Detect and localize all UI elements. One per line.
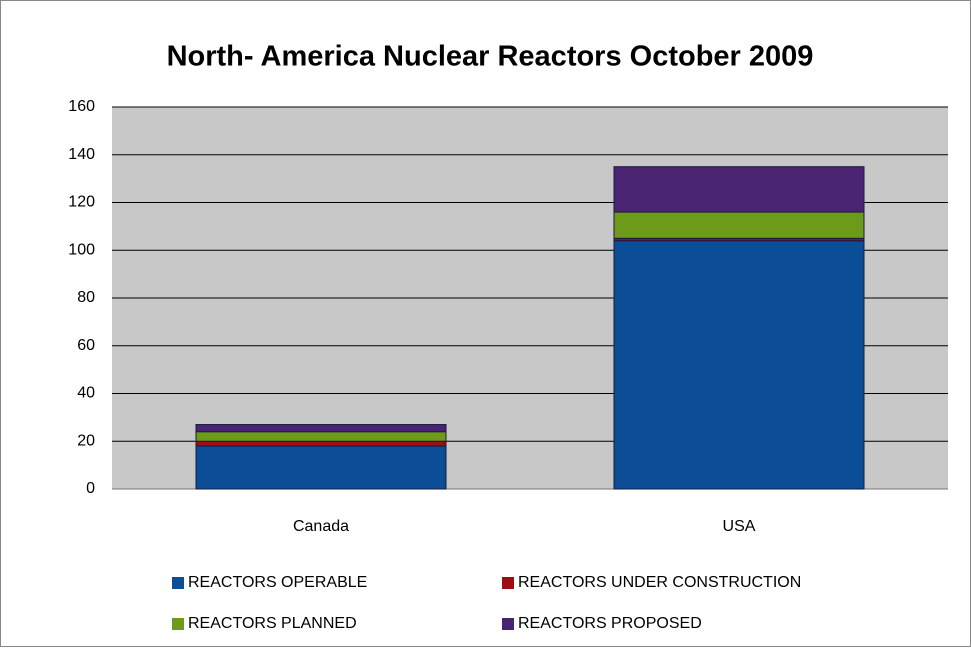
y-tick-label: 0: [86, 480, 95, 497]
bar-segment: [613, 211, 865, 239]
y-tick-label: 40: [77, 385, 95, 402]
legend-label: REACTORS PROPOSED: [518, 615, 702, 632]
y-tick-label: 100: [68, 241, 95, 258]
legend-label: REACTORS PLANNED: [188, 615, 357, 632]
y-tick-label: 140: [68, 146, 95, 163]
y-tick-label: 20: [77, 432, 95, 449]
bar-segment: [195, 445, 447, 490]
legend-swatch: [172, 577, 184, 589]
legend-label: REACTORS UNDER CONSTRUCTION: [518, 574, 801, 591]
bar-segment: [195, 440, 447, 447]
y-tick-label: 160: [68, 98, 95, 115]
x-tick-label: Canada: [293, 518, 349, 535]
y-tick-label: 60: [77, 337, 95, 354]
y-tick-label: 120: [68, 194, 95, 211]
bar-segment: [613, 240, 865, 490]
y-tick-label: 80: [77, 289, 95, 306]
bar-segment: [195, 424, 447, 433]
x-tick-label: USA: [723, 518, 756, 535]
legend-swatch: [172, 618, 184, 630]
bar-segment: [195, 431, 447, 442]
legend-label: REACTORS OPERABLE: [188, 574, 367, 591]
bar-segment: [613, 166, 865, 213]
chart-title: North- America Nuclear Reactors October …: [167, 41, 814, 73]
legend-swatch: [502, 618, 514, 630]
legend-swatch: [502, 577, 514, 589]
